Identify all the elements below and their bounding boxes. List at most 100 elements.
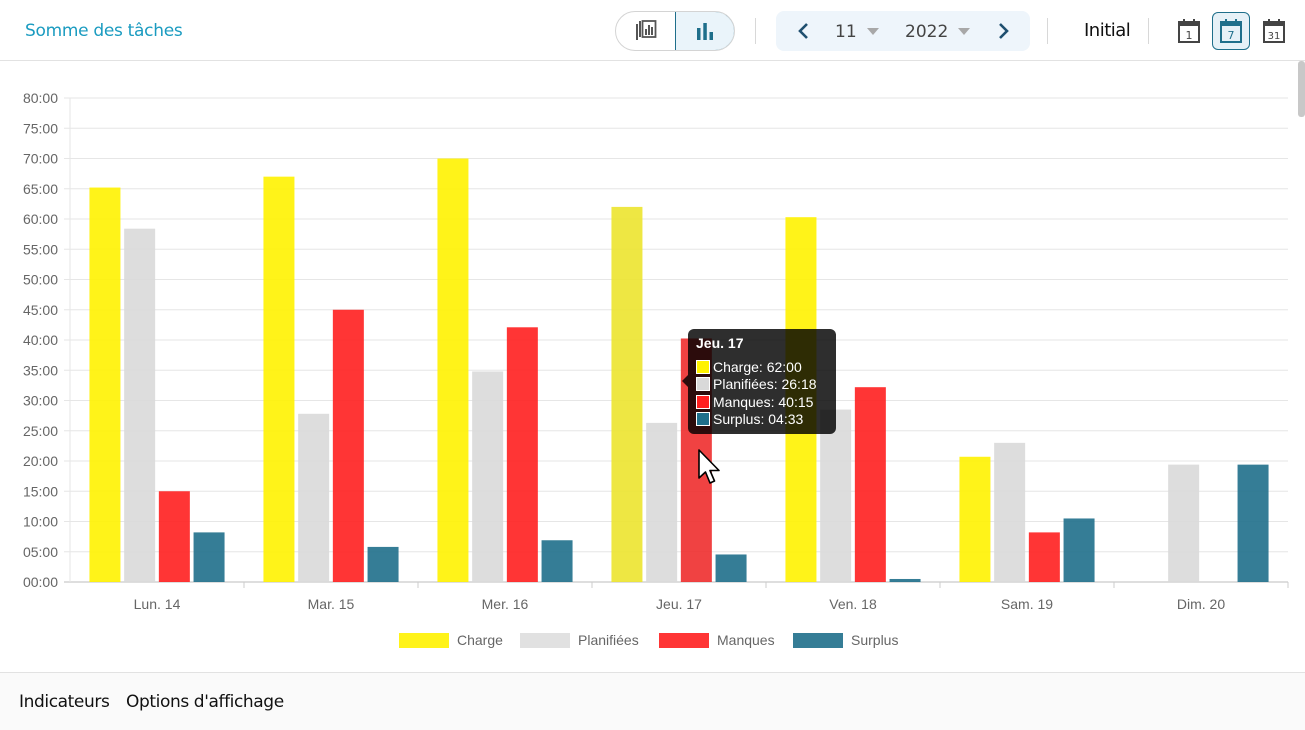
- tab-options-affichage[interactable]: Options d'affichage: [126, 692, 284, 712]
- x-tick-label: Jeu. 17: [656, 596, 702, 612]
- year-chevron-down-icon[interactable]: [958, 28, 970, 35]
- y-tick-label: 60:00: [23, 211, 58, 227]
- legend-swatch: [659, 633, 709, 648]
- month-view-icon: 31: [1263, 19, 1285, 43]
- legend-label: Charge: [457, 632, 503, 648]
- view-toggle: [615, 11, 735, 51]
- stacked-view-button[interactable]: [616, 12, 675, 50]
- tooltip-value: Charge: 62:00: [713, 358, 802, 375]
- tooltip-swatch: [696, 394, 710, 409]
- next-button[interactable]: [988, 11, 1018, 51]
- month-view-icon-label: 31: [1268, 31, 1281, 42]
- y-tick-label: 20:00: [23, 453, 58, 469]
- mouse-pointer-icon: [698, 449, 720, 484]
- legend-label: Surplus: [851, 632, 898, 648]
- chart-tooltip: Jeu. 17 Charge: 62:00 Planifiées: 26:18 Ma…: [682, 329, 836, 434]
- tooltip-row: Planifiées: 26:18: [696, 376, 817, 393]
- bar-surplus: [367, 546, 399, 582]
- y-tick-label: 25:00: [23, 423, 58, 439]
- x-tick-label: Sam. 19: [1001, 596, 1053, 612]
- tooltip-title: Jeu. 17: [696, 335, 744, 351]
- month-chevron-down-icon[interactable]: [867, 28, 879, 35]
- x-tick-label: Mar. 15: [308, 596, 355, 612]
- y-tick-label: 65:00: [23, 181, 58, 197]
- bar-chart: 00:00 05:00 10:00 15:00 20:00 25:00 30:00 35:00…: [23, 90, 1289, 648]
- y-tick-label: 00:00: [23, 574, 58, 590]
- tooltip-value: Planifiées: 26:18: [713, 376, 817, 392]
- bar-manques: [506, 327, 538, 582]
- bar-planifiées: [1168, 464, 1200, 582]
- divider: [1047, 18, 1048, 44]
- previous-button[interactable]: [789, 11, 819, 51]
- bar-surplus: [1063, 518, 1095, 582]
- chart-bars: [89, 158, 1269, 583]
- month-view-button[interactable]: 31: [1255, 12, 1293, 50]
- y-tick-label: 10:00: [23, 514, 58, 530]
- divider: [1148, 18, 1149, 44]
- y-tick-label: 70:00: [23, 151, 58, 167]
- x-tick-label: Mer. 16: [482, 596, 529, 612]
- bottom-tabs: Indicateurs Options d'affichage: [0, 672, 1305, 730]
- bar-chart-icon: [697, 23, 713, 40]
- bar-manques: [1028, 532, 1060, 582]
- bar-manques: [332, 309, 364, 582]
- bar-planifiées: [472, 371, 504, 582]
- y-tick-label: 30:00: [23, 393, 58, 409]
- legend-swatch: [520, 633, 570, 648]
- day-view-button[interactable]: 1: [1170, 12, 1208, 50]
- chevron-right-icon: [999, 23, 1009, 39]
- chevron-left-icon: [798, 23, 808, 39]
- tooltip-row: Manques: 40:15: [696, 393, 813, 410]
- x-axis: Lun. 14 Mar. 15 Mer. 16 Jeu. 17 Ven. 18 Sam. …: [134, 582, 1289, 612]
- y-tick-label: 75:00: [23, 120, 58, 136]
- legend-swatch: [399, 633, 449, 648]
- bar-planifiées: [298, 413, 330, 582]
- scrollbar[interactable]: [1298, 61, 1305, 117]
- y-tick-label: 55:00: [23, 241, 58, 257]
- tooltip-row: Charge: 62:00: [696, 358, 802, 375]
- bar-surplus: [1237, 464, 1269, 582]
- tab-indicateurs[interactable]: Indicateurs: [19, 692, 110, 712]
- y-tick-label: 05:00: [23, 544, 58, 560]
- stacked-chart-icon: [635, 20, 656, 40]
- bar-surplus: [541, 540, 573, 582]
- bar-view-button[interactable]: [675, 12, 734, 50]
- month-select[interactable]: 11: [835, 22, 857, 42]
- x-tick-label: Dim. 20: [1177, 596, 1225, 612]
- y-tick-label: 40:00: [23, 332, 58, 348]
- bar-surplus: [715, 554, 747, 582]
- chart-legend: Charge Planifiées Manques Surplus: [399, 632, 898, 648]
- legend-swatch: [793, 633, 843, 648]
- y-tick-label: 50:00: [23, 272, 58, 288]
- y-tick-label: 35:00: [23, 362, 58, 378]
- tooltip-swatch: [696, 377, 710, 391]
- page-title: Somme des tâches: [25, 21, 183, 41]
- bar-charge: [611, 206, 643, 582]
- mode-label[interactable]: Initial: [1084, 20, 1131, 41]
- top-toolbar: Somme des tâches: [0, 0, 1305, 61]
- y-tick-label: 45:00: [23, 302, 58, 318]
- date-navigator: 11 2022: [776, 11, 1030, 51]
- tooltip-row: Surplus: 04:33: [696, 411, 803, 428]
- legend-label: Planifiées: [578, 632, 639, 648]
- week-view-icon-label: 7: [1228, 29, 1235, 42]
- bar-charge: [959, 456, 991, 582]
- x-tick-label: Ven. 18: [829, 596, 877, 612]
- bar-surplus: [889, 578, 921, 582]
- bar-planifiées: [820, 409, 852, 582]
- day-view-icon: 1: [1178, 19, 1200, 43]
- tooltip-value: Surplus: 04:33: [713, 411, 804, 427]
- year-select[interactable]: 2022: [905, 22, 949, 42]
- week-view-icon: 7: [1220, 19, 1242, 43]
- bar-charge: [263, 176, 295, 582]
- day-view-icon-label: 1: [1186, 29, 1193, 42]
- tooltip-swatch: [696, 359, 710, 374]
- y-tick-label: 80:00: [23, 90, 58, 106]
- bar-planifiées: [124, 228, 156, 582]
- bar-planifiées: [646, 422, 678, 582]
- legend-label: Manques: [717, 632, 775, 648]
- week-view-button[interactable]: 7: [1212, 12, 1250, 50]
- bar-manques: [854, 387, 886, 582]
- bar-manques: [158, 491, 190, 582]
